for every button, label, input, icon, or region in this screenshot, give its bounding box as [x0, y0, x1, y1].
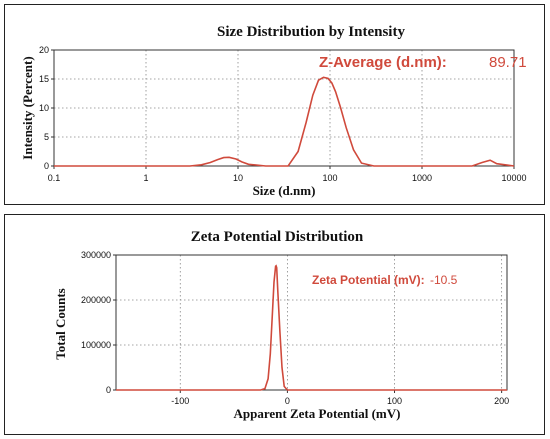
- y-axis-label: Intensity (Percent): [20, 56, 35, 159]
- y-tick-label: 5: [44, 132, 49, 142]
- chart-title: Zeta Potential Distribution: [191, 229, 364, 245]
- y-tick-label: 10: [39, 103, 49, 113]
- y-tick-label: 15: [39, 74, 49, 84]
- zeta-potential-chart: Zeta Potential Distribution -100 0 100 200 …: [53, 229, 509, 421]
- x-tick-label: 10000: [501, 173, 526, 183]
- zeta-potential-panel: Zeta Potential Distribution -100 0 100 200 …: [4, 214, 545, 435]
- x-tick-label: -100: [171, 396, 189, 406]
- x-axis-label: Size (d.nm): [253, 183, 316, 198]
- chart-title: Size Distribution by Intensity: [217, 24, 405, 40]
- total-counts-series-line: [116, 264, 507, 391]
- x-tick-label: 0: [285, 396, 290, 406]
- y-tick-label: 0: [44, 161, 49, 171]
- y-tick-label: 20: [39, 45, 49, 55]
- zeta-potential-label: Zeta Potential (mV):: [312, 273, 425, 287]
- x-tick-label: 100: [387, 396, 402, 406]
- x-axis-label: Apparent Zeta Potential (mV): [234, 406, 401, 421]
- x-tick-label: 1: [143, 173, 148, 183]
- x-tick-label: 1000: [412, 173, 432, 183]
- x-tick-label: 200: [494, 396, 509, 406]
- intensity-series-line: [54, 76, 515, 167]
- size-distribution-panel: Size Distribution by Intensity 0.1 1 10 100…: [4, 4, 545, 205]
- z-average-label: Z-Average (d.nm):: [319, 54, 447, 71]
- x-tick-label: 100: [322, 173, 337, 183]
- z-average-value: 89.71: [489, 54, 527, 71]
- zeta-potential-value: -10.5: [430, 273, 458, 287]
- y-tick-label: 200000: [81, 295, 111, 305]
- y-axis-label: Total Counts: [53, 288, 68, 359]
- x-tick-label: 10: [233, 173, 243, 183]
- x-tick-label: 0.1: [48, 173, 61, 183]
- y-tick-label: 300000: [81, 250, 111, 260]
- y-tick-label: 100000: [81, 340, 111, 350]
- y-tick-label: 0: [106, 385, 111, 395]
- size-distribution-chart: Size Distribution by Intensity 0.1 1 10 100…: [20, 24, 527, 198]
